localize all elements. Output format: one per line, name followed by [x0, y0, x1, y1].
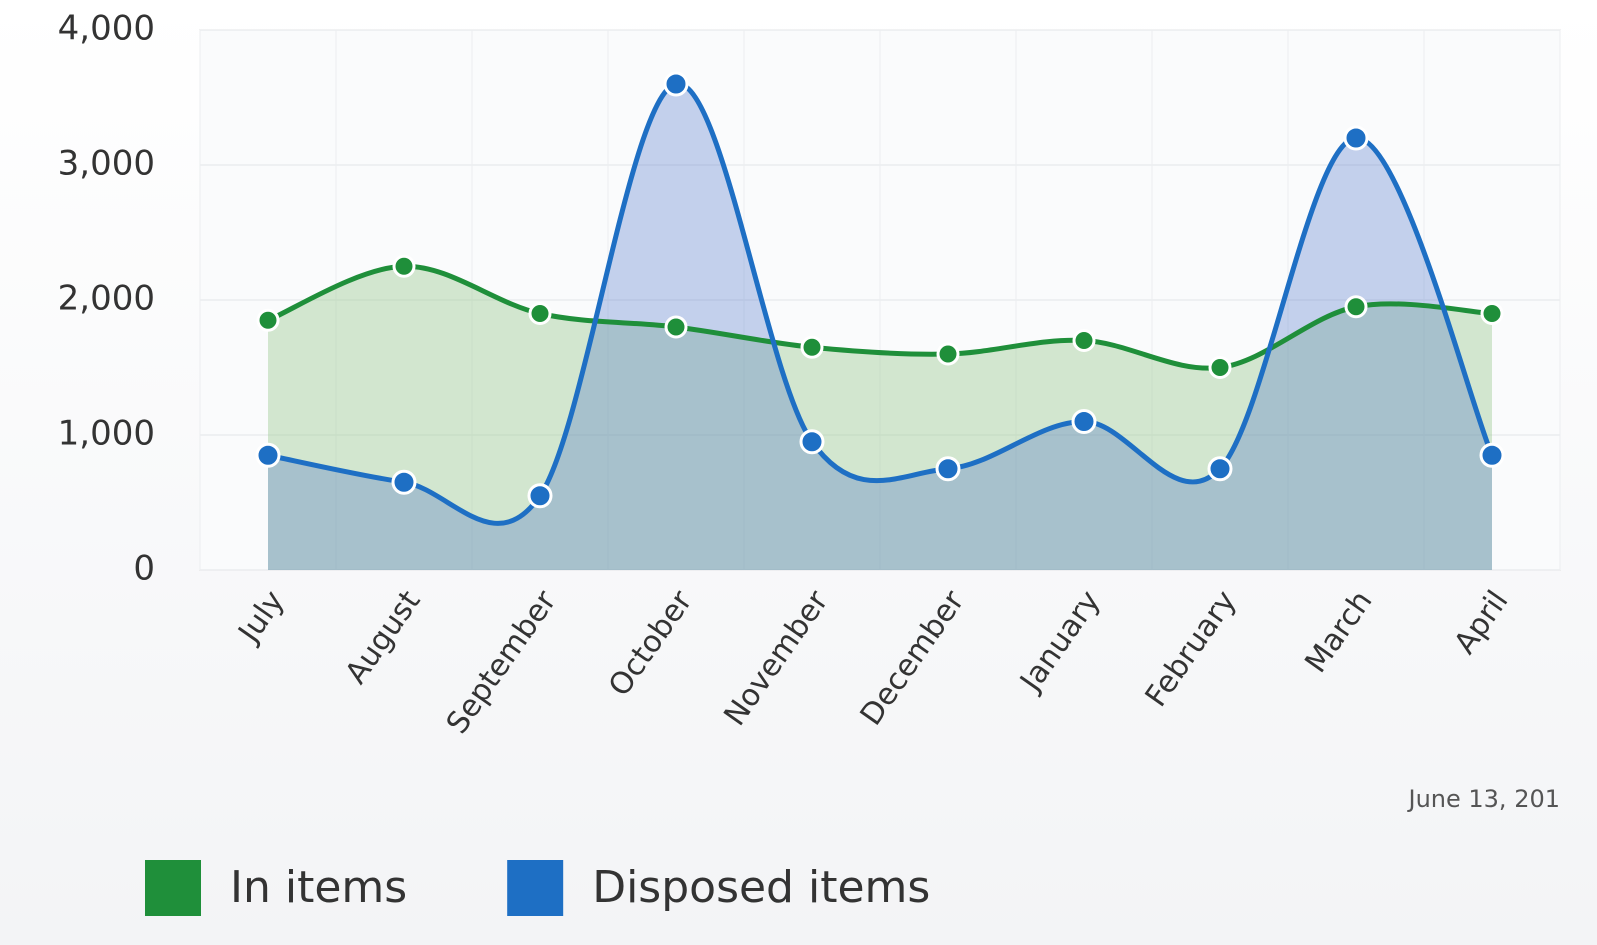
line: [267, 81, 1495, 526]
point: [1343, 125, 1369, 151]
legend-swatch: [507, 860, 564, 916]
x-tick-label: January: [1012, 584, 1107, 699]
y-tick-label: 4,000: [58, 9, 155, 49]
x-tick-label: November: [717, 584, 836, 732]
x-tick-label: July: [231, 584, 292, 650]
y-tick-label: 1,000: [58, 414, 155, 454]
point: [391, 469, 417, 495]
point: [528, 302, 552, 325]
legend-label: In items: [230, 862, 407, 913]
point: [664, 315, 688, 339]
point: [256, 308, 280, 332]
x-tick-label: December: [854, 584, 972, 732]
date: June 13, 201: [1407, 785, 1561, 813]
y-tick-label: 0: [133, 549, 155, 589]
point: [935, 456, 961, 482]
y-tick-label: 3,000: [58, 144, 155, 184]
point: [1072, 329, 1096, 352]
point: [799, 429, 825, 455]
x-tick-label: March: [1298, 584, 1379, 679]
point: [1207, 456, 1233, 482]
x-tick-label: October: [602, 584, 700, 703]
x-tick-label: August: [339, 584, 428, 690]
point: [1479, 442, 1505, 468]
line: [267, 263, 1493, 371]
point: [255, 442, 281, 468]
point: [1344, 295, 1368, 319]
point: [392, 254, 416, 278]
point: [663, 71, 689, 97]
point: [936, 342, 960, 366]
legend-swatch: [145, 860, 201, 916]
legend-label: Disposed items: [592, 862, 930, 913]
point: [1480, 302, 1504, 325]
point: [800, 335, 824, 359]
y-tick-label: 2,000: [58, 279, 155, 319]
x-tick-label: September: [440, 584, 564, 740]
point: [1208, 356, 1232, 379]
x-tick-label: April: [1448, 584, 1516, 660]
point: [1071, 409, 1097, 434]
point: [527, 483, 553, 509]
x-tick-label: February: [1139, 584, 1244, 713]
area: [268, 266, 1492, 570]
area: [268, 83, 1492, 570]
